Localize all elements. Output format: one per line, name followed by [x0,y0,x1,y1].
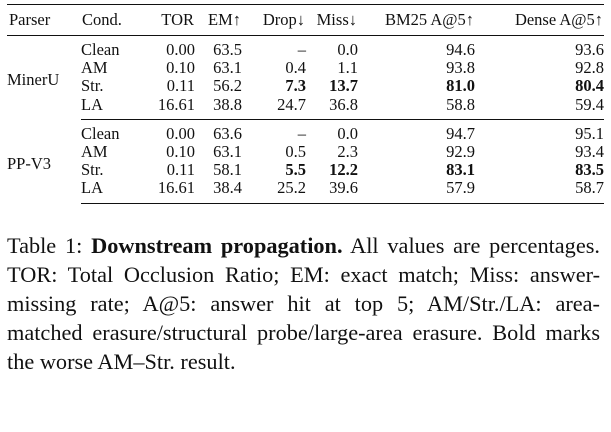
cell-tor: 16.61 [136,179,195,204]
cell-drop: – [297,40,306,59]
cell-cond: Str. [81,76,104,96]
table-caption: Table 1: Downstream propagation. All val… [7,231,600,376]
cell-em: 58.1 [213,160,242,180]
cell-miss: 0.0 [337,40,358,59]
cell-miss: 39.6 [306,179,358,204]
cell-drop: – [297,123,306,143]
cell-miss: 13.7 [329,76,358,96]
cell-tor: 0.00 [166,123,195,143]
cell-bm25: 93.8 [446,58,475,78]
caption-title: Downstream propagation. [91,233,343,258]
cell-dense: 58.7 [475,179,604,204]
cell-em: 63.5 [213,40,242,59]
header-tor: TOR [136,4,195,36]
table-row: Str. 0.11 58.1 5.5 12.2 83.1 83.5 [7,161,604,179]
header-cond: Cond. [81,4,136,36]
cell-cond: LA [81,179,136,204]
cell-cond: Str. [81,160,104,180]
table-row: LA 16.61 38.8 24.7 36.8 58.8 59.4 [7,95,604,120]
cell-dense: 95.1 [575,123,604,143]
cell-cond: AM [81,58,108,78]
cell-tor: 16.61 [136,95,195,120]
cell-em: 38.8 [195,95,242,120]
cell-em: 56.2 [213,76,242,96]
cell-drop: 25.2 [242,179,306,204]
results-table: Parser Cond. TOR EM↑ Drop↓ Miss↓ BM25 A@… [7,4,604,204]
cell-drop: 5.5 [285,160,306,180]
cell-em: 63.6 [213,123,242,143]
header-parser: Parser [7,4,81,36]
table-row: MinerU Clean 0.00 63.5 – 0.0 94.6 93.6 [7,36,604,89]
cell-bm25: 92.9 [446,142,475,162]
cell-tor: 0.00 [166,40,195,59]
parser-label: PP-V3 [7,153,52,173]
cell-dense: 93.6 [575,40,604,59]
table-row: Str. 0.11 56.2 7.3 13.7 81.0 80.4 [7,77,604,95]
table-row: AM 0.10 63.1 0.5 2.3 92.9 93.4 [7,142,604,162]
cell-miss: 1.1 [337,58,358,78]
cell-bm25: 81.0 [446,76,475,96]
cell-dense: 93.4 [575,142,604,162]
table-row: AM 0.10 63.1 0.4 1.1 93.8 92.8 [7,59,604,77]
cell-miss: 2.3 [337,142,358,162]
cell-dense: 83.5 [575,160,604,180]
group-mineru: MinerU Clean 0.00 63.5 – 0.0 94.6 93.6 A… [7,36,604,120]
header-row: Parser Cond. TOR EM↑ Drop↓ Miss↓ BM25 A@… [7,4,604,36]
header-bm25: BM25 A@5↑ [358,4,475,36]
cell-bm25: 94.7 [446,123,475,143]
cell-cond: LA [81,95,136,120]
header-dense: Dense A@5↑ [475,4,604,36]
table-row: PP-V3 Clean 0.00 63.6 – 0.0 94.7 95.1 [7,119,604,172]
cell-tor: 0.10 [166,142,195,162]
cell-cond: AM [81,142,108,162]
cell-bm25: 83.1 [446,160,475,180]
parser-label: MinerU [7,70,60,90]
cell-dense: 92.8 [575,58,604,78]
cell-bm25: 57.9 [358,179,475,204]
header-em: EM↑ [195,4,242,36]
cell-tor: 0.10 [166,58,195,78]
cell-cond: Clean [81,123,120,143]
cell-miss: 36.8 [306,95,358,120]
cell-dense: 59.4 [475,95,604,120]
header-drop: Drop↓ [242,4,306,36]
cell-tor: 0.11 [166,160,195,180]
cell-drop: 0.5 [285,142,306,162]
header-miss: Miss↓ [306,4,358,36]
group-ppv3: PP-V3 Clean 0.00 63.6 – 0.0 94.7 95.1 AM… [7,119,604,204]
cell-bm25: 94.6 [446,40,475,59]
caption-body: All values are percentages. TOR: Total O… [7,233,600,374]
cell-em: 63.1 [213,58,242,78]
cell-miss: 0.0 [337,123,358,143]
cell-drop: 24.7 [242,95,306,120]
table-row: LA 16.61 38.4 25.2 39.6 57.9 58.7 [7,179,604,204]
cell-drop: 7.3 [285,76,306,96]
cell-em: 38.4 [195,179,242,204]
cell-bm25: 58.8 [358,95,475,120]
results-table-container: Parser Cond. TOR EM↑ Drop↓ Miss↓ BM25 A@… [7,4,604,204]
cell-miss: 12.2 [329,160,358,180]
cell-drop: 0.4 [285,58,306,78]
caption-label: Table 1: [7,233,92,258]
cell-cond: Clean [81,40,120,59]
cell-em: 63.1 [213,142,242,162]
cell-dense: 80.4 [575,76,604,96]
cell-tor: 0.11 [166,76,195,96]
